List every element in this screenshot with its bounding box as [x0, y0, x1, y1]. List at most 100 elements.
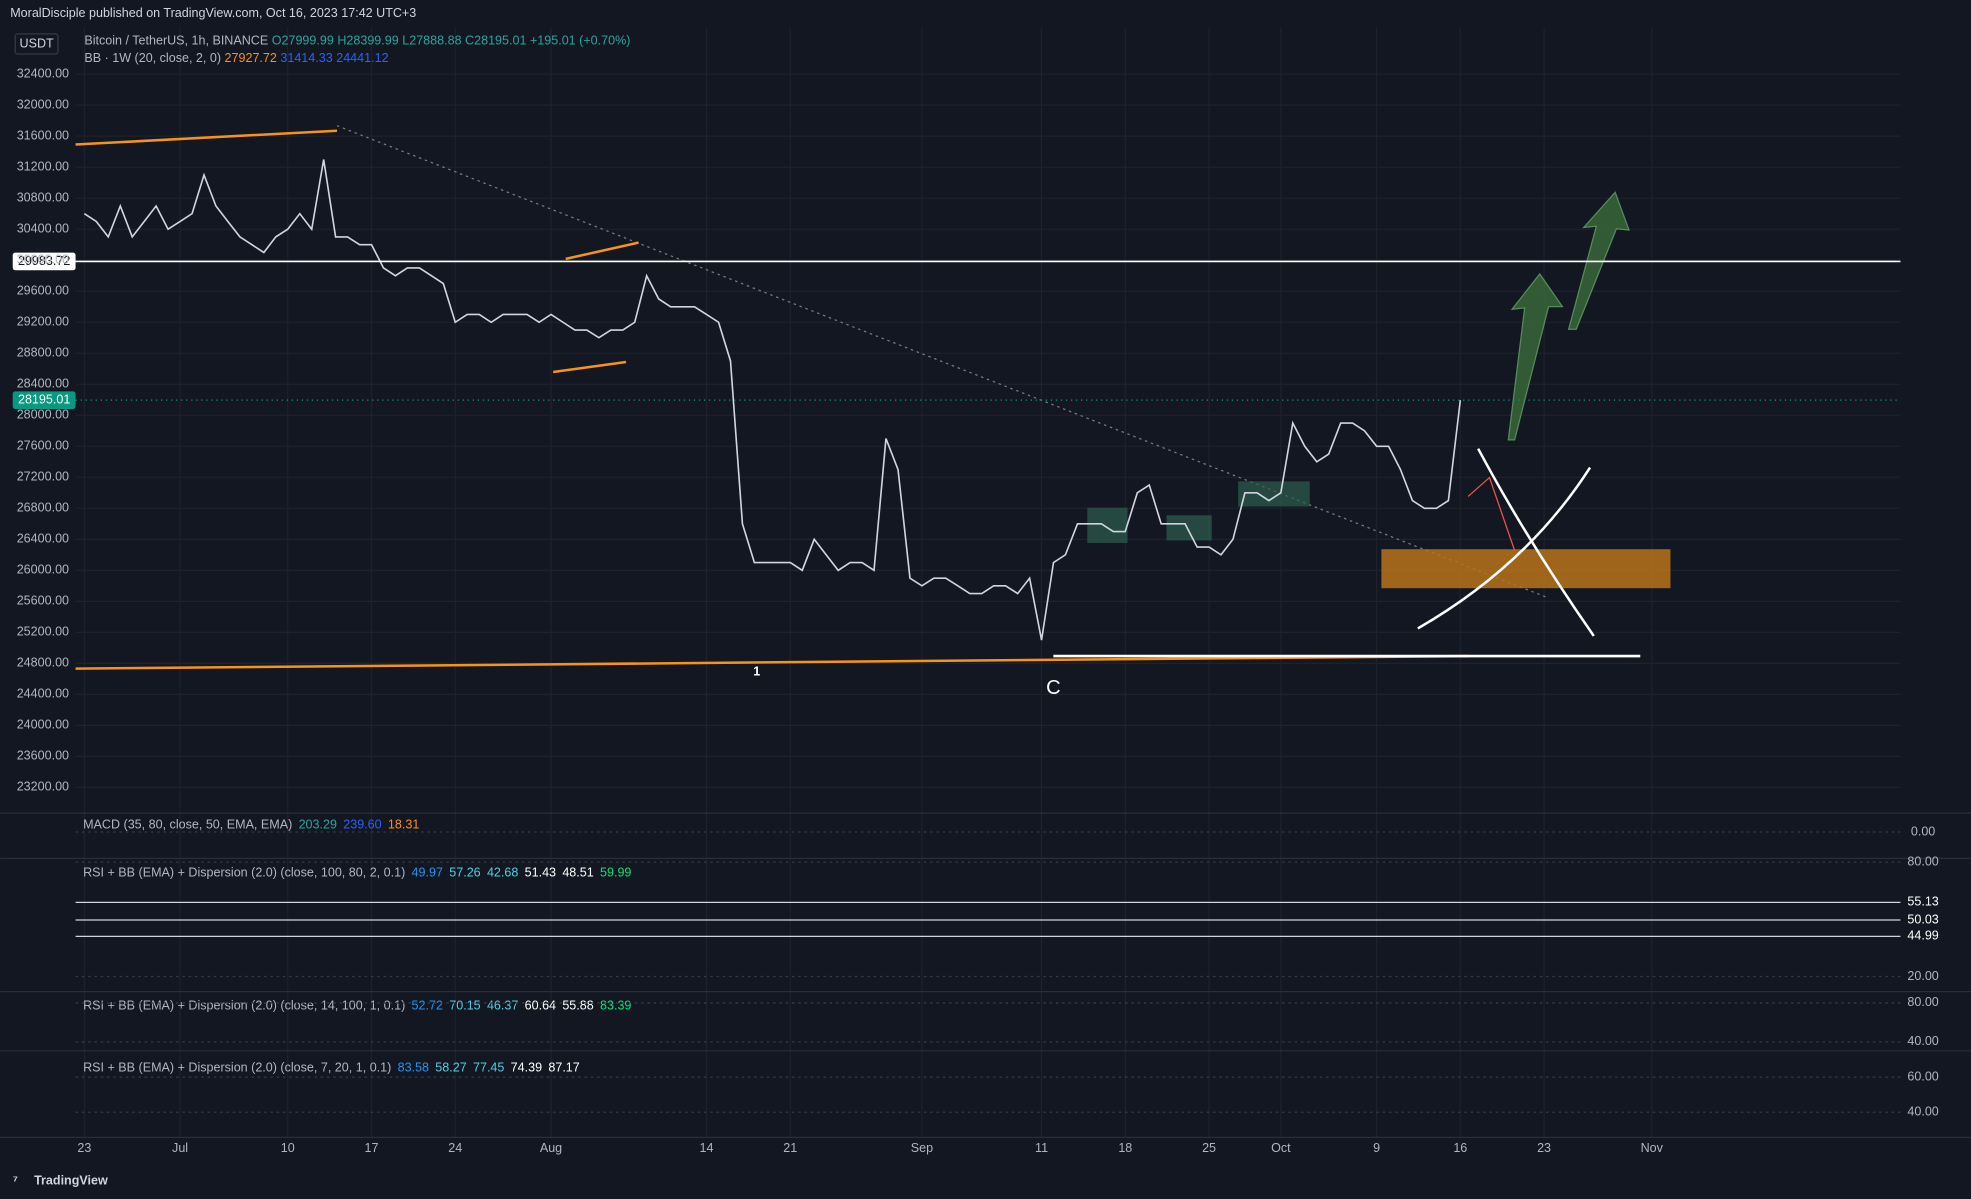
panel-value: 57.26 — [449, 866, 480, 880]
y-tick-label: 26800.00 — [17, 501, 69, 515]
y-tick-label: 23600.00 — [17, 749, 69, 763]
x-tick-label: 24 — [448, 1141, 462, 1155]
panel-value: 18.31 — [388, 818, 419, 832]
panel-name: RSI + BB (EMA) + Dispersion (2.0) (close… — [83, 999, 405, 1013]
y-tick-label: 29200.00 — [17, 315, 69, 329]
panel-title: RSI + BB (EMA) + Dispersion (2.0) (close… — [83, 999, 631, 1013]
panel-title: MACD (35, 80, close, 50, EMA, EMA) 203.29… — [83, 818, 419, 832]
y-tick-label: 27600.00 — [17, 439, 69, 453]
y-tick-label: 32400.00 — [17, 66, 69, 80]
panel-level-label: 55.13 — [1907, 895, 1938, 909]
panel-value: 74.39 — [511, 1061, 542, 1075]
panel-value: 70.15 — [449, 999, 480, 1013]
y-tick-label: 25600.00 — [17, 594, 69, 608]
panel-level-label: 40.00 — [1907, 1105, 1938, 1119]
legend-close: C28195.01 — [465, 34, 526, 48]
panel-level-label: 44.99 — [1907, 929, 1938, 943]
panel-value: 83.39 — [600, 999, 631, 1013]
price-line-label: 29983.72 — [18, 254, 70, 268]
header: MoralDisciple published on TradingView.c… — [10, 6, 416, 20]
x-tick-label: 23 — [1537, 1141, 1551, 1155]
panel-name: MACD (35, 80, close, 50, EMA, EMA) — [83, 818, 292, 832]
panel-level-label: 0.00 — [1911, 824, 1935, 838]
legend-bb-lower: 24441.12 — [336, 51, 388, 65]
path-line — [1467, 476, 1516, 551]
x-tick-label: 9 — [1373, 1141, 1380, 1155]
legend-high: H28399.99 — [337, 34, 398, 48]
x-tick-label: 23 — [77, 1141, 91, 1155]
legend-bb-basis: 27927.72 — [225, 51, 277, 65]
price-line-box — [12, 252, 76, 271]
x-tick-label: 17 — [365, 1141, 379, 1155]
legend-bb-upper: 31414.33 — [280, 51, 332, 65]
legend-line: BB · 1W (20, close, 2, 0) 27927.72 31414… — [84, 51, 388, 65]
plot: 28195.01 29983.72 — [12, 159, 1901, 641]
footer-icon: ⁷ — [13, 1174, 18, 1188]
x-tick-label: 16 — [1453, 1141, 1467, 1155]
indicator-panels: MACD (35, 80, close, 50, EMA, EMA) 203.29… — [0, 812, 1971, 1139]
panel-level-label: 50.03 — [1907, 912, 1938, 926]
panel-value: 52.72 — [412, 999, 443, 1013]
x-tick-label: Aug — [540, 1141, 562, 1155]
x-tick-label: Nov — [1641, 1141, 1664, 1155]
panel-title: RSI + BB (EMA) + Dispersion (2.0) (close… — [83, 866, 631, 880]
zone — [1166, 515, 1212, 541]
currency-box — [14, 33, 59, 55]
wave-label: C — [1046, 677, 1061, 699]
y-tick-label: 28000.00 — [17, 408, 69, 422]
panel-level-box — [1902, 928, 1944, 944]
zone — [1087, 507, 1128, 543]
x-tick-label: Jul — [172, 1141, 188, 1155]
y-tick-label: 24800.00 — [17, 656, 69, 670]
panel-value: 59.99 — [600, 866, 631, 880]
panel-level-box — [1902, 912, 1944, 928]
trend-line — [565, 241, 639, 261]
last-price-box — [12, 391, 76, 409]
zone — [1238, 481, 1310, 507]
grid — [75, 27, 1901, 1138]
x-tick-label: 25 — [1202, 1141, 1216, 1155]
y-tick-label: 24000.00 — [17, 718, 69, 732]
panel-value: 42.68 — [487, 866, 518, 880]
panel-value: 77.45 — [473, 1061, 504, 1075]
y-tick-label: 28400.00 — [17, 377, 69, 391]
x-mark — [1417, 466, 1592, 630]
panel-name: RSI + BB (EMA) + Dispersion (2.0) (close… — [83, 866, 405, 880]
y-tick-label: 29600.00 — [17, 284, 69, 298]
currency: USDT — [20, 36, 54, 50]
y-tick-label: 31200.00 — [17, 160, 69, 174]
legend-bb: BB · 1W (20, close, 2, 0) — [84, 51, 221, 65]
trend-line — [75, 654, 1469, 670]
x-tick-label: 14 — [700, 1141, 714, 1155]
x-tick-label: 18 — [1118, 1141, 1132, 1155]
legend-symbol: Bitcoin / TetherUS, 1h, BINANCE — [84, 34, 268, 48]
drawings — [75, 125, 1671, 670]
trend-line — [336, 125, 1547, 598]
wave-label: 1 — [753, 665, 760, 679]
panel-value: 87.17 — [548, 1061, 579, 1075]
y-tick-label: 26000.00 — [17, 563, 69, 577]
x-tick-label: Sep — [911, 1141, 933, 1155]
legend-low: L27888.88 — [402, 34, 461, 48]
footer-logo: TradingView — [34, 1174, 108, 1188]
y-tick-label: 30400.00 — [17, 222, 69, 236]
panel-value: 83.58 — [398, 1061, 429, 1075]
last-price-label: 28195.01 — [18, 392, 70, 406]
panel-value: 239.60 — [343, 818, 381, 832]
panel-value: 55.88 — [562, 999, 593, 1013]
panel-name: RSI + BB (EMA) + Dispersion (2.0) (close… — [83, 1061, 391, 1075]
panel-level-label: 20.00 — [1907, 969, 1938, 983]
y-tick-label: 30800.00 — [17, 191, 69, 205]
y-tick-label: 23200.00 — [17, 780, 69, 794]
y-tick-label: 32000.00 — [17, 97, 69, 111]
panel-level-label: 40.00 — [1907, 1034, 1938, 1048]
x-tick-label: 21 — [783, 1141, 797, 1155]
panel-value: 46.37 — [487, 999, 518, 1013]
legend-open: O27999.99 — [272, 34, 334, 48]
panel-value: 48.51 — [562, 866, 593, 880]
panel-level-label: 80.00 — [1907, 854, 1938, 868]
legend-change: +195.01 (+0.70%) — [530, 34, 630, 48]
